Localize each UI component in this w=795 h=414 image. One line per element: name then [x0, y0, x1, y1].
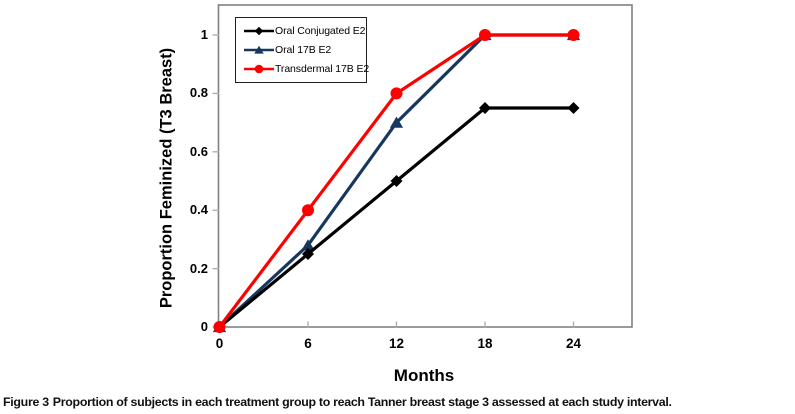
x-axis-title: Months: [393, 366, 455, 385]
triangle-legend-marker-icon: [244, 45, 274, 54]
series-transdermal-17b-e2: [213, 29, 580, 333]
legend: Oral Conjugated E2 Oral 17B E2 Transdermal…: [235, 17, 370, 83]
y-tick-label: 0.6: [189, 143, 208, 159]
data-point-circle: [254, 65, 264, 74]
x-tick-label: 24: [565, 336, 582, 351]
x-tick-label: 0: [215, 336, 224, 351]
figure-caption: Figure 3 Proportion of subjects in each t…: [3, 395, 792, 409]
data-point-triangle: [301, 239, 315, 251]
figure-caption-text: Proportion of subjects in each treatment…: [52, 395, 672, 409]
data-point-diamond: [479, 102, 491, 114]
data-point-triangle: [254, 45, 264, 54]
series-oral-conjugated-e2: [213, 102, 580, 333]
data-point-diamond: [302, 248, 314, 260]
plot-border: [217, 4, 633, 328]
y-tick-label: 0.2: [189, 260, 208, 276]
data-point-circle: [213, 321, 226, 333]
legend-entry-oral-17b-e2: Oral 17B E2: [244, 41, 366, 59]
y-tick-label: 1: [200, 27, 208, 42]
y-tick-label: 0.4: [189, 202, 208, 218]
y-tick-label: 0: [200, 319, 208, 334]
circle-legend-marker-icon: [244, 65, 274, 74]
x-tick-label: 12: [388, 336, 405, 351]
legend-entry-oral-conjugated-e2: Oral Conjugated E2: [244, 22, 366, 40]
data-point-diamond: [390, 175, 403, 187]
data-point-circle: [479, 29, 491, 41]
legend-label: Oral 17B E2: [275, 43, 332, 56]
data-point-circle: [567, 29, 580, 41]
data-point-diamond: [254, 26, 264, 35]
x-tick-label: 18: [477, 336, 493, 351]
figure-caption-label: Figure 3: [3, 395, 49, 409]
data-point-circle: [302, 204, 314, 217]
data-point-diamond: [567, 102, 580, 114]
legend-label: Transdermal 17B E2: [275, 63, 370, 76]
legend-entry-transdermal-17b-e2: Transdermal 17B E2: [244, 60, 370, 78]
series-line: [218, 106, 574, 329]
diamond-legend-marker-icon: [244, 26, 274, 35]
legend-label: Oral Conjugated E2: [275, 24, 366, 37]
data-point-circle: [390, 87, 403, 100]
data-point-triangle: [389, 116, 404, 128]
x-tick-label: 6: [304, 336, 312, 351]
y-tick-label: 0.8: [189, 85, 208, 101]
